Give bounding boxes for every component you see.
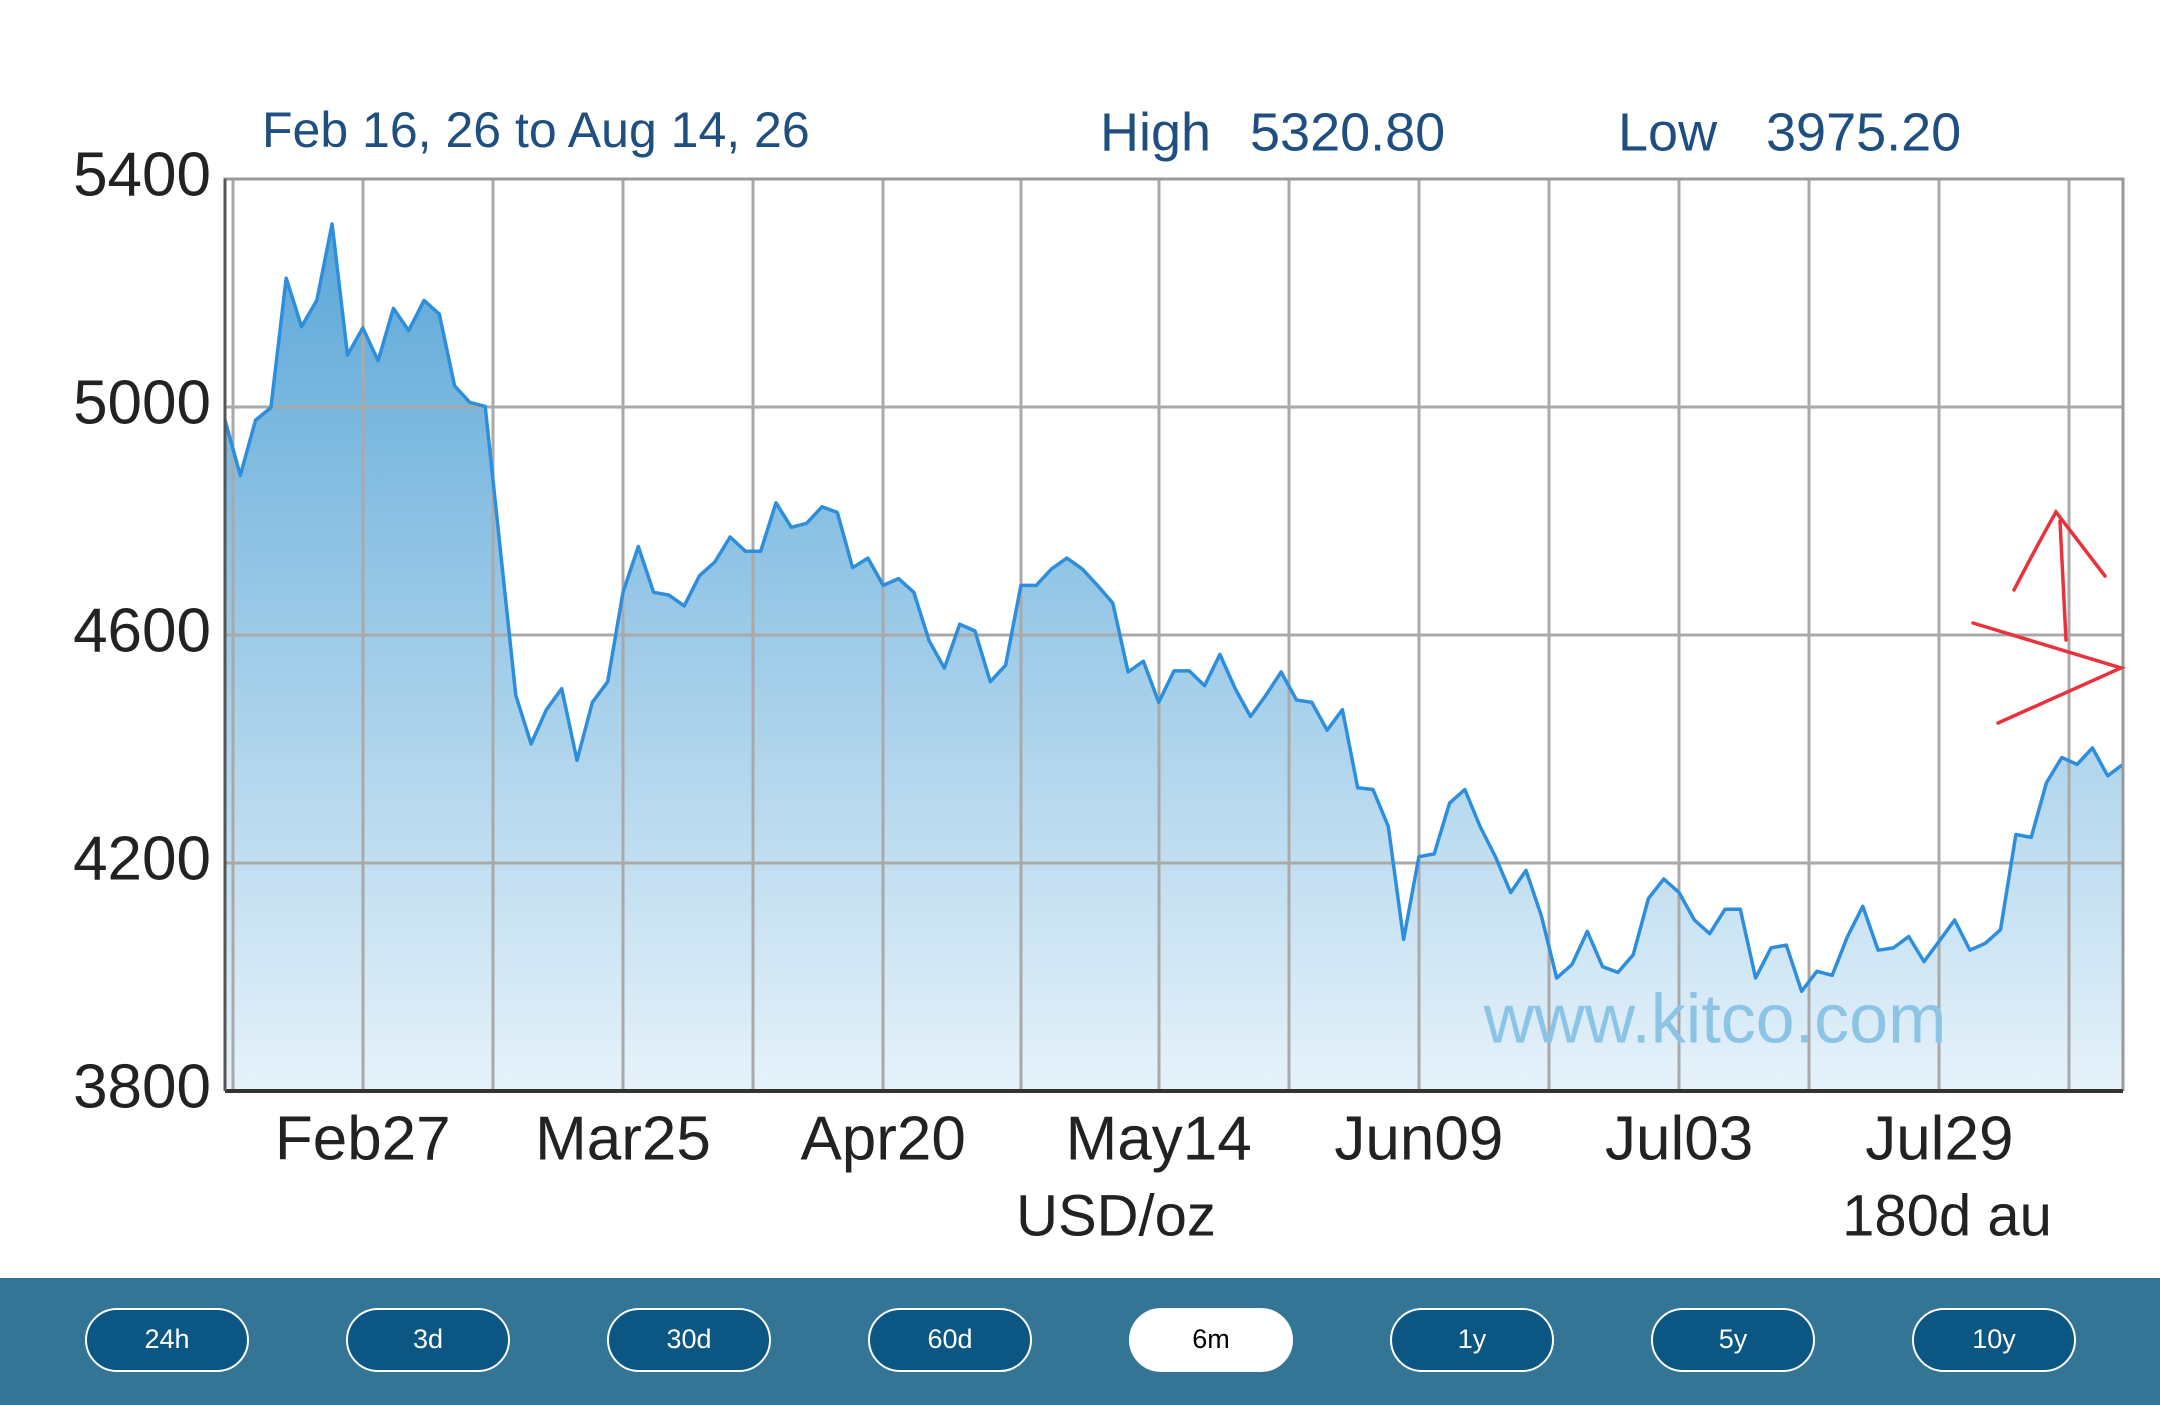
x-tick-label: Apr20 bbox=[800, 1104, 965, 1173]
range-button-label[interactable]: 24h bbox=[144, 1324, 189, 1354]
y-tick-label: 3800 bbox=[73, 1052, 211, 1121]
range-button[interactable] bbox=[868, 1308, 1032, 1372]
range-button-label[interactable]: 60d bbox=[927, 1324, 972, 1354]
arrow-head bbox=[2012, 508, 2107, 592]
range-button-label[interactable]: 10y bbox=[1972, 1324, 2016, 1354]
x-tick-label: Jun09 bbox=[1334, 1104, 1503, 1173]
range-button-label[interactable]: 5y bbox=[1719, 1324, 1748, 1354]
low-label: Low bbox=[1618, 102, 1718, 162]
plot-area: www.kitco.com bbox=[223, 177, 2125, 1093]
range-button[interactable] bbox=[85, 1308, 249, 1372]
x-tick-label: Jul29 bbox=[1865, 1104, 2013, 1173]
range-button[interactable] bbox=[1129, 1308, 1293, 1372]
y-tick-label: 5400 bbox=[73, 140, 211, 209]
high-label: High bbox=[1100, 102, 1211, 162]
range-button-label[interactable]: 3d bbox=[413, 1324, 443, 1354]
high-value: 5320.80 bbox=[1250, 102, 1445, 162]
range-button[interactable] bbox=[607, 1308, 771, 1372]
range-button[interactable] bbox=[1390, 1308, 1554, 1372]
x-tick-label: Jul03 bbox=[1605, 1104, 1753, 1173]
hand-drawn-arrows bbox=[1971, 508, 2126, 725]
low-value: 3975.20 bbox=[1766, 102, 1961, 162]
range-button[interactable] bbox=[1651, 1308, 1815, 1372]
range-button[interactable] bbox=[346, 1308, 510, 1372]
x-tick-label: Feb27 bbox=[275, 1104, 451, 1173]
y-tick-label: 5000 bbox=[73, 368, 211, 437]
range-bar bbox=[0, 1278, 2160, 1405]
price-line bbox=[223, 222, 2125, 994]
date-range: Feb 16, 26 to Aug 14, 26 bbox=[262, 102, 810, 158]
unit-label: USD/oz bbox=[1016, 1183, 1216, 1248]
x-tick-label: May14 bbox=[1066, 1104, 1252, 1173]
x-tick-label: Mar25 bbox=[535, 1104, 711, 1173]
arrow-chevron bbox=[1971, 621, 2126, 725]
range-buttons: 24h 3d 30d 60d 6m 1y 5y 10y bbox=[85, 1308, 2076, 1372]
y-tick-label: 4600 bbox=[73, 596, 211, 665]
arrow-shaft bbox=[2058, 519, 2068, 642]
range-button-label[interactable]: 30d bbox=[666, 1324, 711, 1354]
watermark: www.kitco.com bbox=[1483, 979, 1947, 1057]
range-button-label[interactable]: 6m bbox=[1192, 1324, 1230, 1354]
range-button-label[interactable]: 1y bbox=[1458, 1324, 1487, 1354]
range-button[interactable] bbox=[1912, 1308, 2076, 1372]
y-tick-label: 4200 bbox=[73, 824, 211, 893]
period-label: 180d au bbox=[1842, 1183, 2052, 1248]
area bbox=[225, 224, 2123, 1091]
